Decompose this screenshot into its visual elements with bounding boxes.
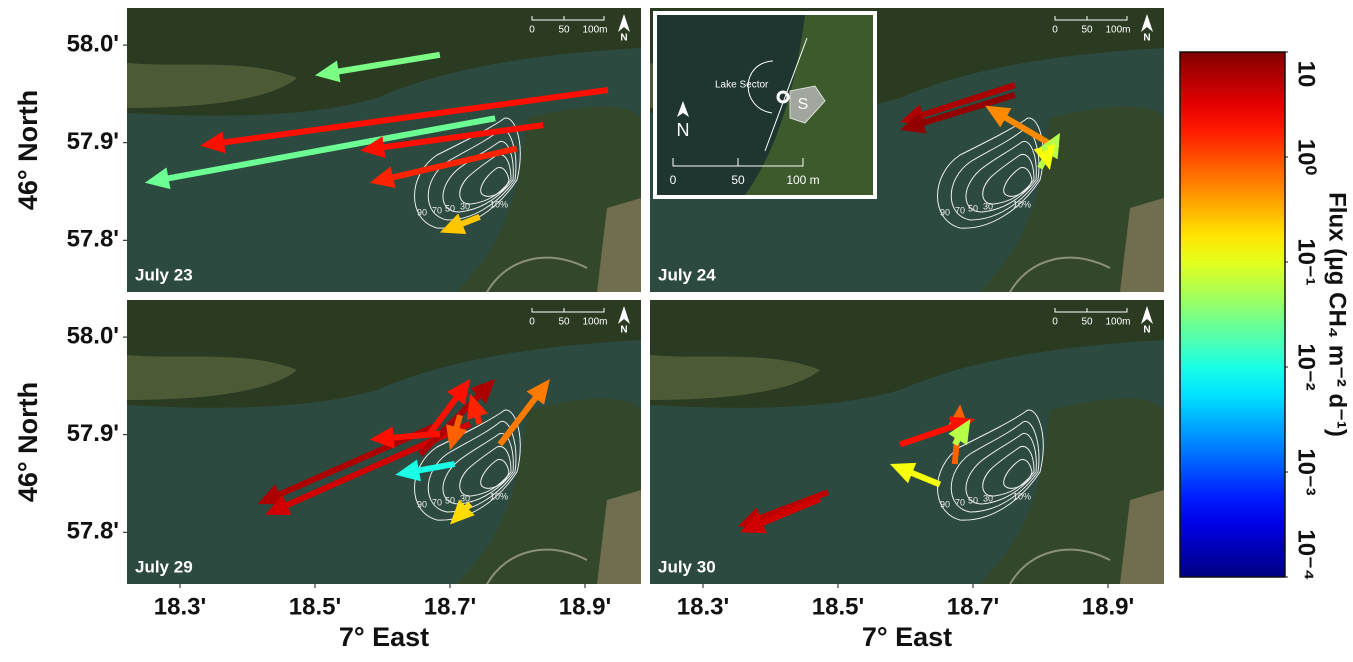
footprint-label: 70 bbox=[432, 205, 442, 215]
map-panel: 9070503010%050100mNSLake SectorN050100 m… bbox=[650, 8, 1164, 292]
colorbar-tick-label: 10⁻⁴ bbox=[1293, 529, 1320, 580]
x-tick-label: 18.7' bbox=[947, 593, 999, 620]
colorbar-title: Flux (μg CH₄ m⁻² d⁻¹) bbox=[1324, 192, 1351, 437]
y-tick-label: 58.0' bbox=[67, 322, 119, 349]
colorbar-tick-label: 10⁻¹ bbox=[1293, 238, 1320, 285]
inset-site-label: S bbox=[798, 96, 809, 113]
footprint-label: 70 bbox=[955, 205, 965, 215]
y-tick-label: 57.8' bbox=[67, 518, 119, 545]
inset-scale-label: 0 bbox=[670, 173, 677, 187]
footprint-label: 30 bbox=[983, 201, 993, 211]
x-tick-label: 18.3' bbox=[677, 593, 729, 620]
inset-sector-label: Lake Sector bbox=[715, 80, 769, 91]
footprint-label: 10% bbox=[490, 199, 508, 209]
north-label: N bbox=[620, 325, 627, 336]
footprint-label: 50 bbox=[968, 495, 978, 505]
colorbar bbox=[1180, 52, 1285, 577]
scale-label: 50 bbox=[558, 25, 570, 36]
x-tick-label: 18.7' bbox=[424, 593, 476, 620]
x-tick-label: 18.9' bbox=[559, 593, 611, 620]
footprint-label: 90 bbox=[417, 499, 427, 509]
figure: 9070503010%050100mNJuly 2358.0'57.9'57.8… bbox=[0, 0, 1353, 657]
scale-label: 100m bbox=[582, 25, 607, 36]
footprint-label: 10% bbox=[1013, 491, 1031, 501]
panel-label: July 23 bbox=[135, 265, 193, 284]
north-label: N bbox=[1143, 325, 1150, 336]
scale-label: 0 bbox=[529, 25, 535, 36]
y-tick-label: 57.9' bbox=[67, 420, 119, 447]
footprint-label: 90 bbox=[940, 499, 950, 509]
footprint-label: 70 bbox=[955, 497, 965, 507]
panel-label: July 30 bbox=[658, 557, 716, 576]
y-tick-label: 58.0' bbox=[67, 30, 119, 57]
colorbar-tick-label: 10⁰ bbox=[1293, 139, 1320, 176]
y-tick-label: 57.8' bbox=[67, 226, 119, 253]
x-axis-title: 7° East bbox=[339, 622, 429, 652]
scale-label: 50 bbox=[1081, 25, 1093, 36]
inset-scale-label: 100 m bbox=[786, 173, 819, 187]
y-axis-title: 46° North bbox=[13, 90, 43, 210]
footprint-label: 10% bbox=[1013, 199, 1031, 209]
footprint-label: 50 bbox=[445, 495, 455, 505]
panel-label: July 24 bbox=[658, 265, 716, 284]
footprint-label: 30 bbox=[460, 493, 470, 503]
x-tick-label: 18.5' bbox=[812, 593, 864, 620]
x-tick-label: 18.9' bbox=[1082, 593, 1134, 620]
scale-label: 50 bbox=[558, 317, 570, 328]
north-label: N bbox=[620, 33, 627, 44]
scale-label: 0 bbox=[1052, 25, 1058, 36]
inset-scale-label: 50 bbox=[731, 173, 745, 187]
y-axis-title: 46° North bbox=[13, 382, 43, 502]
footprint-label: 70 bbox=[432, 497, 442, 507]
footprint-label: 10% bbox=[490, 491, 508, 501]
inset-north: N bbox=[677, 120, 690, 140]
footprint-label: 30 bbox=[983, 493, 993, 503]
footprint-label: 50 bbox=[445, 203, 455, 213]
footprint-label: 50 bbox=[968, 203, 978, 213]
y-tick-label: 57.9' bbox=[67, 128, 119, 155]
north-label: N bbox=[1143, 33, 1150, 44]
footprint-label: 90 bbox=[940, 207, 950, 217]
scale-label: 50 bbox=[1081, 317, 1093, 328]
scale-label: 100m bbox=[582, 317, 607, 328]
footprint-label: 90 bbox=[417, 207, 427, 217]
colorbar-tick-label: 10 bbox=[1293, 61, 1320, 88]
x-axis-title: 7° East bbox=[862, 622, 952, 652]
colorbar-tick-label: 10⁻² bbox=[1293, 343, 1320, 390]
panel-label: July 29 bbox=[135, 557, 193, 576]
scale-label: 0 bbox=[1052, 317, 1058, 328]
x-tick-label: 18.5' bbox=[289, 593, 341, 620]
colorbar-tick-label: 10⁻³ bbox=[1293, 448, 1320, 495]
scale-label: 100m bbox=[1105, 25, 1130, 36]
footprint-label: 30 bbox=[460, 201, 470, 211]
scale-label: 0 bbox=[529, 317, 535, 328]
x-tick-label: 18.3' bbox=[154, 593, 206, 620]
scale-label: 100m bbox=[1105, 317, 1130, 328]
